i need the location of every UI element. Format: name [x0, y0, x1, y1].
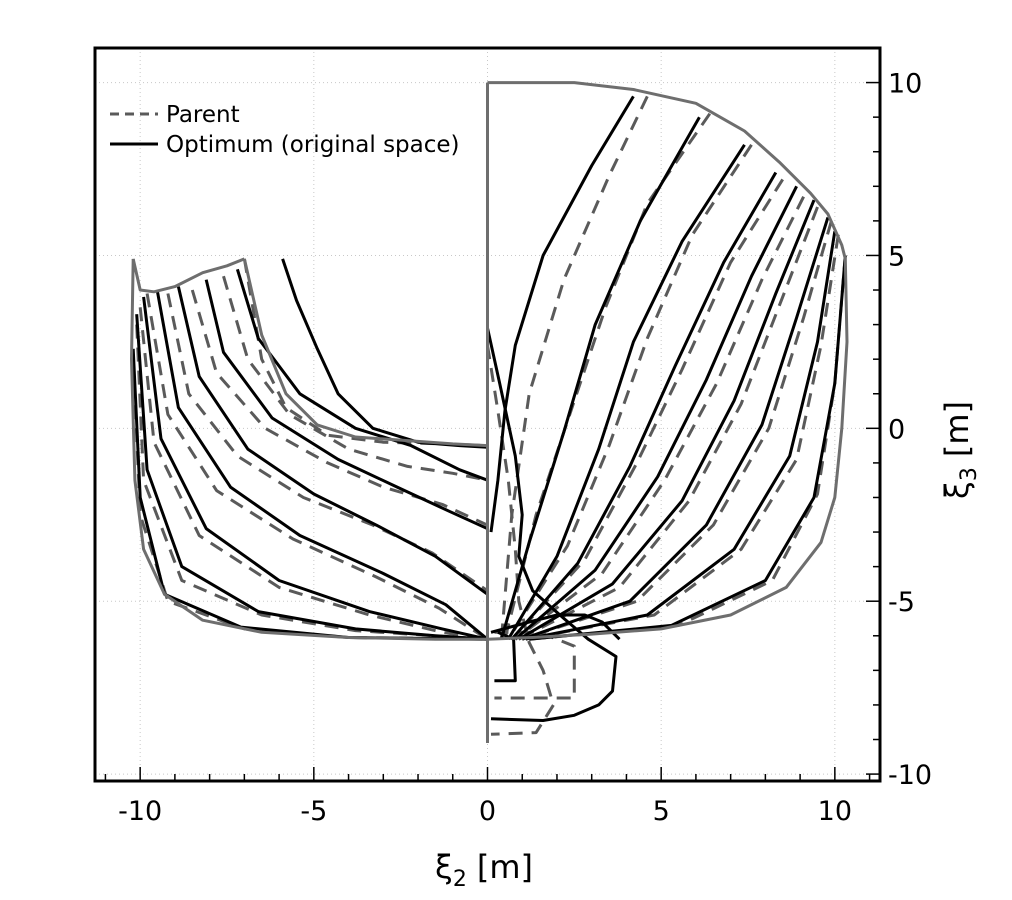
series-1: [131, 95, 847, 722]
parent-section-line-right-15: [518, 206, 819, 641]
x-axis-subscript: 2: [453, 867, 467, 892]
parent-section-line-left-7: [131, 359, 488, 641]
parent-section-line-right-10: [499, 95, 649, 640]
y-tick-label-4: -10: [888, 760, 932, 791]
y-tick-label-1: 5: [888, 241, 905, 272]
parent-section-line-left-2: [190, 289, 489, 527]
parent-section-line-right-12: [507, 143, 753, 641]
y-tick-label-2: 0: [888, 414, 905, 445]
parent-section-line-right-13: [510, 178, 784, 641]
optimum-section-line-right-11: [489, 95, 635, 533]
optimum-section-line-right-19: [529, 255, 847, 641]
optimum-section-line-left-4: [156, 291, 489, 641]
x-tick-label-2: 0: [479, 796, 496, 827]
legend-parent-label: Parent: [166, 102, 240, 128]
optimum-section-line-right-18: [525, 231, 837, 641]
x-tick-label-1: -5: [300, 796, 327, 827]
optimum-section-line-right-14: [510, 171, 778, 641]
parent-section-line-left-0: [242, 258, 488, 448]
optimum-section-line-left-2: [204, 279, 489, 530]
optimum-section-line-left-1: [235, 268, 489, 482]
optimum-section-line-left-6: [135, 314, 488, 641]
parent-section-line-left-5: [138, 307, 488, 641]
y-axis-subscript: 3: [957, 467, 982, 481]
parent-section-line-left-6: [135, 324, 488, 641]
outline-line-left-3: [130, 258, 488, 641]
parent-section-line-left-1: [222, 275, 488, 482]
x-axis-symbol: ξ: [435, 848, 453, 886]
tick-labels: -10 -5 0 5 10 10 5 0 -5 -10: [118, 69, 932, 827]
y-axis-title: ξ3 [m]: [938, 401, 982, 499]
plot-area: [130, 81, 849, 743]
x-axis-title: ξ2 [m]: [435, 848, 533, 892]
axis-ticks: [104, 47, 880, 781]
outline-line-left-1: [131, 257, 245, 294]
optimum-section-line-right-15: [514, 185, 798, 641]
legend-optimum-label: Optimum (original space): [166, 132, 460, 158]
y-axis-unit: [m]: [938, 401, 976, 457]
legend: Parent Optimum (original space): [110, 102, 460, 158]
y-tick-label-3: -5: [888, 587, 915, 618]
outline-line-right-4: [487, 81, 849, 641]
optimum-section-line-right-16: [518, 199, 816, 641]
optimum-section-line-right-12: [499, 116, 701, 640]
outline-line-left-2: [242, 258, 488, 448]
parent-section-line-right-14: [514, 196, 805, 641]
y-tick-label-0: 10: [888, 69, 922, 100]
x-axis-unit: [m]: [477, 848, 533, 886]
parent-section-line-left-4: [145, 293, 489, 641]
optimum-section-line-left-5: [142, 296, 488, 641]
series-2: [130, 81, 849, 743]
optimum-section-line-right-17: [521, 216, 830, 641]
y-axis-symbol: ξ: [938, 481, 976, 499]
x-tick-label-3: 5: [653, 796, 670, 827]
optimum-section-line-left-3: [176, 286, 489, 596]
optimum-section-line-right-13: [507, 143, 746, 640]
x-tick-label-4: 10: [818, 796, 852, 827]
x-tick-label-0: -10: [118, 796, 162, 827]
optimum-section-line-right-9: [494, 630, 517, 683]
